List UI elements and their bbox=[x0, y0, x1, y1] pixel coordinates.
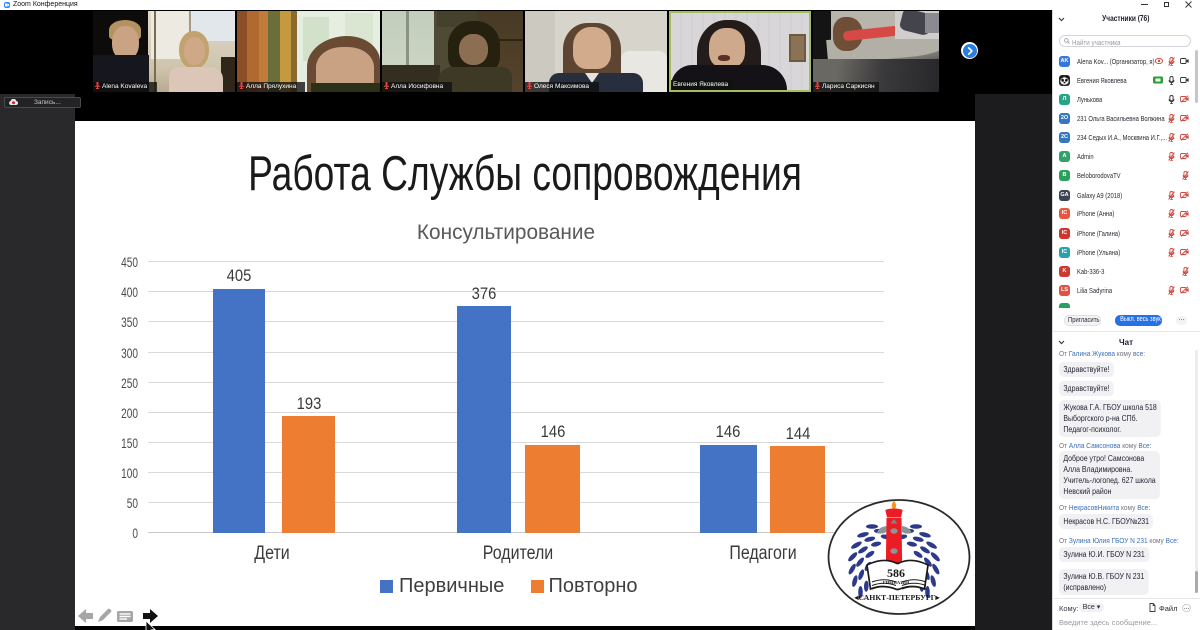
svg-text:◂САНКТ-ПЕТЕРБУРГ▸: ◂САНКТ-ПЕТЕРБУРГ▸ bbox=[854, 593, 941, 602]
svg-text:586: 586 bbox=[887, 566, 905, 580]
svg-text:ГИМНАЗИЯ: ГИМНАЗИЯ bbox=[883, 580, 910, 585]
